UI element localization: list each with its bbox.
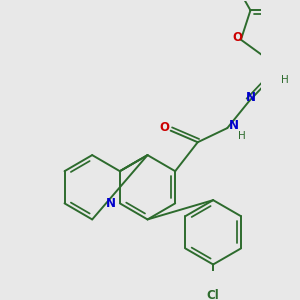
Text: N: N: [229, 119, 239, 132]
Text: N: N: [245, 91, 256, 104]
Text: Cl: Cl: [207, 289, 220, 300]
Text: O: O: [232, 31, 242, 44]
Text: O: O: [159, 121, 169, 134]
Text: N: N: [106, 197, 116, 210]
Text: H: H: [238, 131, 245, 141]
Text: H: H: [281, 76, 289, 85]
